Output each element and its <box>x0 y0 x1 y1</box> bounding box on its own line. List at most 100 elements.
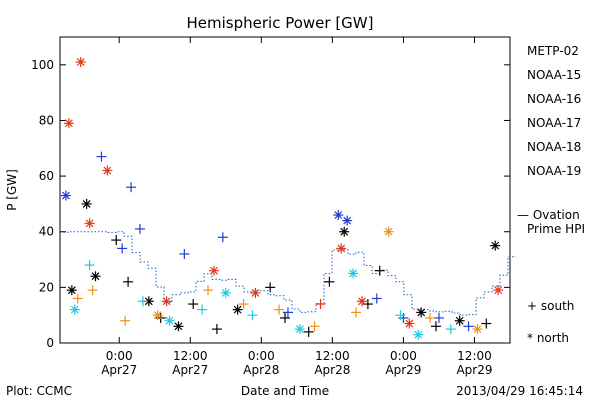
point-stroke <box>334 211 343 219</box>
data-point <box>265 282 276 293</box>
data-point <box>120 315 131 326</box>
point-stroke <box>82 199 91 208</box>
legend-ovation-line1: — Ovation <box>517 208 580 222</box>
data-point <box>66 285 77 296</box>
data-point <box>324 276 335 287</box>
chart-title: Hemispheric Power [GW] <box>187 14 374 32</box>
point-stroke <box>343 216 352 225</box>
legend-entry: NOAA-17 <box>527 116 581 130</box>
data-point <box>217 232 228 243</box>
point-stroke <box>70 305 79 314</box>
legend-entry: METP-02 <box>527 44 579 58</box>
data-point <box>490 240 501 251</box>
point-stroke <box>340 227 349 236</box>
data-point <box>493 285 504 296</box>
x-tick-label: 12:00 <box>315 349 350 363</box>
point-stroke <box>61 191 70 200</box>
data-point <box>84 260 95 271</box>
x-tick-label: 12:00 <box>457 349 492 363</box>
data-point <box>173 321 184 332</box>
data-point <box>152 310 163 321</box>
data-point <box>430 321 441 332</box>
data-point <box>72 293 83 304</box>
data-point <box>111 235 122 246</box>
y-axis: 0 20 40 60 80 100 <box>31 58 510 350</box>
data-point <box>315 299 326 310</box>
data-point <box>463 321 474 332</box>
data-point <box>404 318 415 329</box>
point-stroke <box>414 330 423 339</box>
data-point <box>208 265 219 276</box>
ovation-hpi-line <box>60 231 516 316</box>
legend-entry: NOAA-16 <box>527 92 581 106</box>
plot-area <box>59 36 511 344</box>
y-tick-label: 20 <box>39 280 54 294</box>
x-tick-label: 0:00 <box>390 349 417 363</box>
data-point <box>342 215 353 226</box>
data-point <box>303 326 314 337</box>
y-tick-label: 40 <box>39 225 54 239</box>
data-point <box>445 324 456 335</box>
legend-entry: NOAA-19 <box>527 164 581 178</box>
point-stroke <box>91 272 100 281</box>
y-axis-label: P [GW] <box>5 169 19 211</box>
point-stroke <box>473 325 482 334</box>
data-point <box>413 329 424 340</box>
y-tick-label: 60 <box>39 169 54 183</box>
x-tick-date: Apr27 <box>172 363 208 377</box>
data-point <box>383 226 394 237</box>
data-point <box>348 268 359 279</box>
y-tick-label: 80 <box>39 113 54 127</box>
point-stroke <box>153 311 162 320</box>
data-point <box>87 285 98 296</box>
y-tick-label: 0 <box>46 336 54 350</box>
legend: METP-02 NOAA-15 NOAA-16 NOAA-17 NOAA-18 NOAA-… <box>517 44 585 345</box>
legend-ovation-line2: Prime HPI <box>527 222 585 236</box>
legend-north: * north <box>527 331 569 345</box>
data-point <box>134 223 145 234</box>
point-stroke <box>251 289 260 297</box>
point-stroke <box>174 322 183 331</box>
data-point <box>126 182 137 193</box>
data-point <box>280 312 290 323</box>
x-axis-label: Date and Time <box>241 384 329 398</box>
data-point <box>164 315 175 326</box>
point-stroke <box>337 244 346 253</box>
data-point <box>90 271 101 282</box>
data-point <box>96 151 107 162</box>
ovation-step-line <box>60 231 516 316</box>
data-point <box>250 287 261 298</box>
point-stroke <box>76 58 85 66</box>
point-stroke <box>64 119 73 128</box>
legend-south: + south <box>527 299 574 313</box>
data-point <box>203 285 214 296</box>
data-point <box>75 57 86 68</box>
data-point <box>371 293 382 304</box>
data-point <box>84 218 95 229</box>
x-tick-date: Apr29 <box>456 363 492 377</box>
data-point <box>416 307 427 318</box>
data-point <box>356 296 367 307</box>
data-point <box>351 307 362 318</box>
data-point <box>197 304 208 315</box>
y-tick-label: 100 <box>31 58 54 72</box>
data-point <box>374 265 385 276</box>
x-axis: 0:00Apr2712:00Apr270:00Apr2812:00Apr280:… <box>101 37 492 377</box>
footer-timestamp: 2013/04/29 16:45:14 <box>456 384 583 398</box>
legend-entry: NOAA-15 <box>527 68 581 82</box>
data-point <box>282 307 293 318</box>
data-point <box>481 318 492 329</box>
point-stroke <box>405 319 414 328</box>
data-point <box>339 226 350 237</box>
point-stroke <box>103 166 112 175</box>
data-points <box>60 57 504 340</box>
x-tick-date: Apr29 <box>385 363 421 377</box>
data-point <box>232 304 243 315</box>
data-point <box>433 312 444 323</box>
point-stroke <box>165 316 174 325</box>
data-point <box>81 198 92 209</box>
point-stroke <box>210 266 218 275</box>
data-point <box>336 243 347 254</box>
data-point <box>161 296 172 307</box>
